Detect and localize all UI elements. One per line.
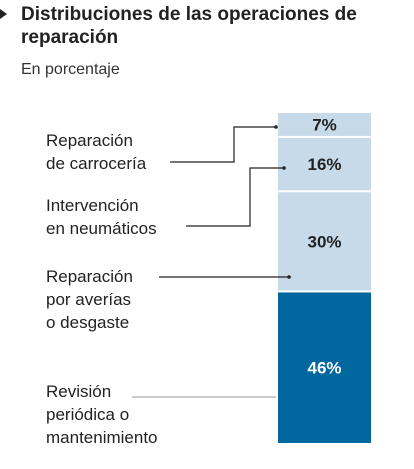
bar-segment-bodywork: [278, 113, 371, 136]
leader-line-bodywork: [170, 126, 276, 163]
chart-title-text: Distribuciones de las operaciones de rep…: [21, 4, 357, 48]
leader-dot-breakdown: [287, 275, 291, 279]
category-label-tires: Intervención en neumáticos: [46, 196, 157, 238]
value-label-maintenance: 46%: [307, 359, 341, 378]
leader-line-tires: [186, 167, 284, 227]
category-label-maintenance: Revisión periódica o mantenimiento: [46, 382, 158, 447]
value-label-tires: 16%: [307, 155, 341, 174]
category-label-breakdown: Reparación por averías o desgaste: [46, 267, 133, 332]
chart-subtitle: En porcentaje: [21, 61, 120, 78]
bar-segment-tires: [278, 137, 371, 191]
value-label-bodywork: 7%: [312, 115, 337, 134]
leader-dot-tires: [282, 166, 286, 170]
bar-segment-maintenance: [278, 292, 371, 443]
value-label-breakdown: 30%: [307, 232, 341, 251]
title-bullet-icon: [0, 9, 7, 19]
category-label-bodywork: Reparación de carrocería: [46, 131, 147, 173]
leader-dot-bodywork: [274, 125, 278, 129]
chart-title: Distribuciones de las operaciones de rep…: [0, 3, 400, 49]
bar-segment-breakdown: [278, 192, 371, 291]
